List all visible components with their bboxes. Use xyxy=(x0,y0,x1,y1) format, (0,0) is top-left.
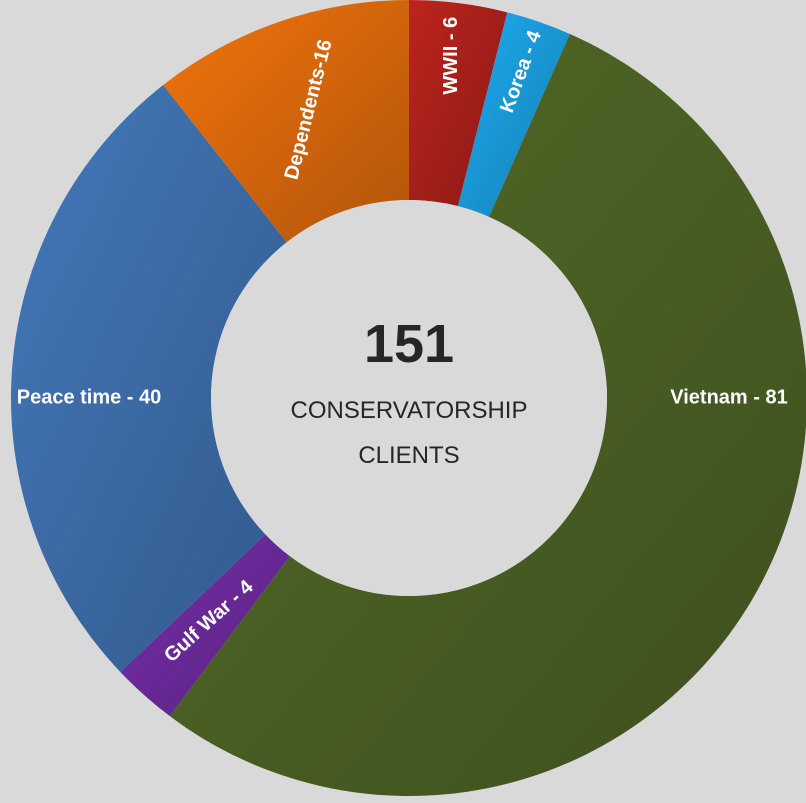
slice-label-peace-time: Peace time - 40 xyxy=(17,386,162,408)
slice-label-vietnam: Vietnam - 81 xyxy=(670,386,787,408)
center-total: 151 xyxy=(364,314,454,374)
center-caption-line1: CONSERVATORSHIP xyxy=(291,397,528,424)
slice-label-wwii: WWII - 6 xyxy=(440,17,462,95)
center-caption-line2: CLIENTS xyxy=(358,442,459,469)
